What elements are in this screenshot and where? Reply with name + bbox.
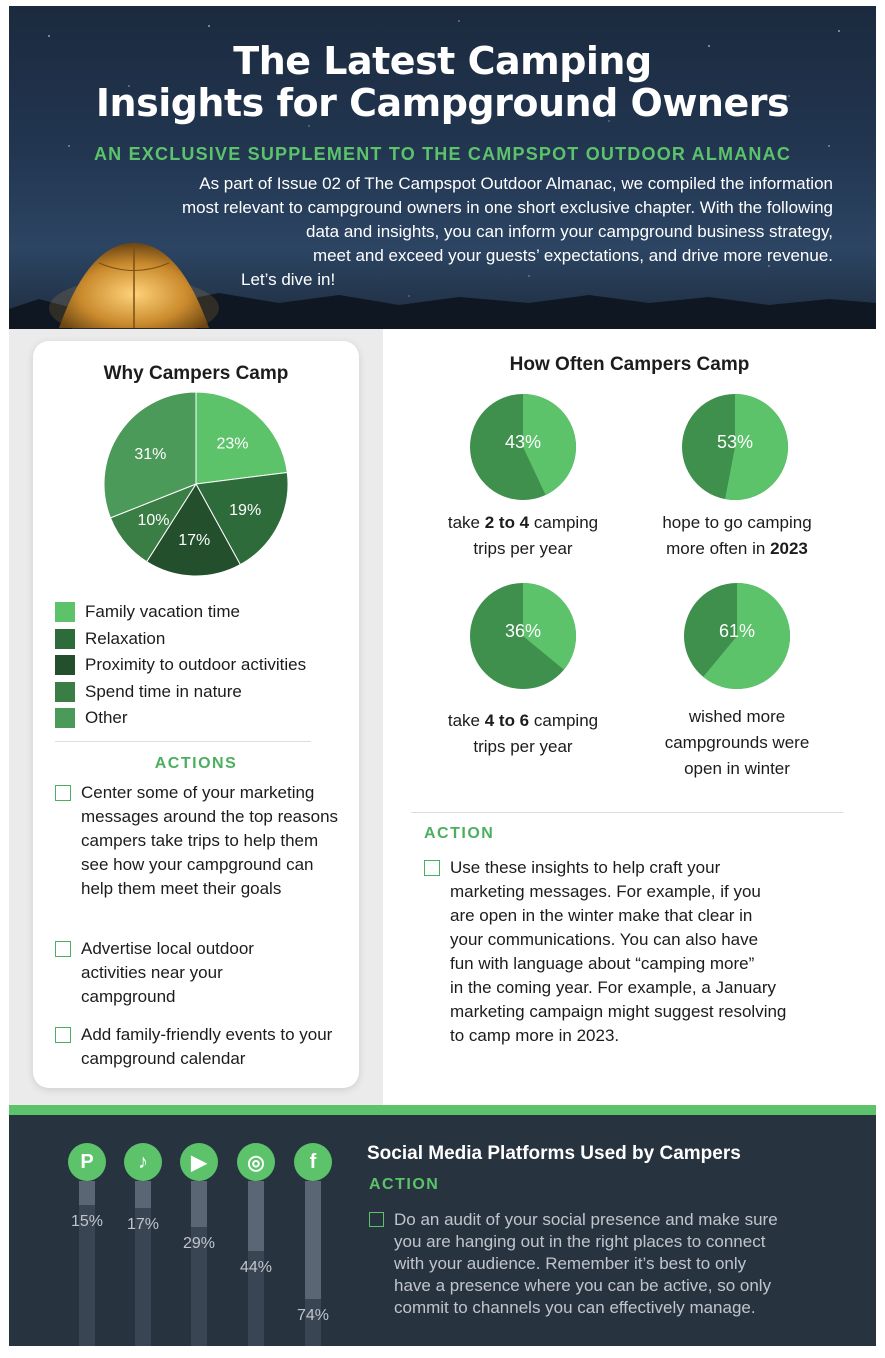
legend-swatch	[55, 602, 75, 623]
social-bar-label: 44%	[239, 1259, 273, 1277]
mini-pie-chart: 43%	[470, 394, 576, 500]
checkbox-icon[interactable]	[369, 1212, 384, 1227]
social-bar	[191, 1181, 207, 1228]
checkbox-icon[interactable]	[55, 1027, 71, 1043]
pie-slice	[195, 391, 288, 485]
social-bar	[248, 1181, 264, 1252]
header-banner: The Latest Camping Insights for Campgrou…	[9, 6, 876, 329]
how-action-heading: ACTION	[424, 825, 495, 842]
social-bar-track	[79, 1181, 95, 1346]
social-bar	[79, 1181, 95, 1205]
pinterest-icon[interactable]: P	[68, 1143, 106, 1181]
action-item: Do an audit of your social presence and …	[369, 1209, 849, 1319]
checkbox-icon[interactable]	[55, 941, 71, 957]
action-item: Use these insights to help craft your ma…	[424, 856, 854, 1048]
page-title: The Latest Camping Insights for Campgrou…	[95, 39, 790, 125]
pie-slice	[146, 483, 242, 577]
pie-slice	[703, 583, 790, 689]
why-campers-camp-card: Why Campers Camp 23% 19% 17% 10% 31% Family …	[33, 341, 359, 1088]
pie-value-label: 61%	[719, 621, 755, 641]
legend-item: Spend time in nature	[55, 679, 306, 706]
legend-item: Other	[55, 705, 306, 732]
action-item: Center some of your marketing messages a…	[55, 781, 345, 901]
infographic: The Latest Camping Insights for Campgrou…	[9, 6, 876, 1346]
legend-label: Spend time in nature	[85, 681, 242, 701]
legend-swatch	[55, 655, 75, 676]
mini-pie-chart: 36%	[470, 583, 576, 689]
pie-slice-label: 10%	[137, 512, 169, 529]
legend-item: Proximity to outdoor activities	[55, 652, 306, 679]
why-title: Why Campers Camp	[103, 363, 289, 384]
right-divider	[411, 812, 843, 813]
instagram-icon[interactable]: ◎	[237, 1143, 275, 1181]
social-bar-track	[248, 1181, 264, 1346]
legend-swatch	[55, 708, 75, 729]
why-legend: Family vacation time Relaxation Proximity …	[55, 599, 306, 732]
mini-pie-chart: 61%	[684, 583, 790, 689]
night-sky	[48, 20, 840, 297]
checkbox-icon[interactable]	[424, 860, 440, 876]
social-bar-track	[135, 1181, 151, 1346]
checkbox-icon[interactable]	[55, 785, 71, 801]
youtube-icon[interactable]: ▶	[180, 1143, 218, 1181]
social-bar-label: 29%	[182, 1235, 216, 1253]
pie-slice-label: 31%	[134, 446, 166, 463]
pie-value-label: 36%	[505, 621, 541, 641]
legend-item: Family vacation time	[55, 599, 306, 626]
mini-pie-chart: 53%	[682, 394, 788, 500]
social-title: Social Media Platforms Used by Campers	[367, 1143, 741, 1164]
pie-slice	[103, 391, 197, 519]
legend-label: Proximity to outdoor activities	[85, 655, 307, 675]
treeline-silhouette	[9, 293, 876, 329]
intro-text: As part of Issue 02 of The Campspot Outd…	[181, 174, 833, 289]
actions-heading: ACTIONS	[154, 755, 238, 772]
social-bar-track	[305, 1181, 321, 1346]
pie-slice	[195, 471, 289, 566]
pie-value-label: 43%	[505, 432, 541, 452]
tiktok-icon[interactable]: ♪	[124, 1143, 162, 1181]
legend-item: Relaxation	[55, 626, 306, 653]
pie-slice	[725, 394, 788, 500]
social-bar	[305, 1181, 321, 1300]
social-bar	[135, 1181, 151, 1209]
mini-caption: take 2 to 4 camping trips per year	[447, 513, 599, 558]
legend-swatch	[55, 681, 75, 702]
pie-value-label: 53%	[717, 432, 753, 452]
social-bar-track	[191, 1181, 207, 1346]
social-bar-label: 17%	[126, 1216, 160, 1234]
legend-label: Relaxation	[85, 628, 166, 648]
how-title: How Often Campers Camp	[509, 354, 750, 375]
legend-label: Family vacation time	[85, 602, 240, 622]
mini-caption: wished more campgrounds were open in win…	[664, 707, 810, 778]
page-subtitle: AN EXCLUSIVE SUPPLEMENT TO THE CAMPSPOT …	[93, 144, 792, 164]
social-bar-label: 74%	[296, 1307, 330, 1325]
mini-caption: take 4 to 6 camping trips per year	[447, 711, 599, 756]
why-pie-chart: 23% 19% 17% 10% 31%	[103, 391, 289, 577]
pie-slice-label: 17%	[178, 532, 210, 549]
social-bar-label: 15%	[70, 1213, 104, 1230]
action-item: Add family-friendly events to your campg…	[55, 1023, 355, 1071]
card-divider	[55, 741, 311, 742]
pie-slice-label: 23%	[216, 436, 248, 453]
mini-caption: hope to go camping more often in 2023	[662, 513, 812, 558]
legend-swatch	[55, 628, 75, 649]
legend-label: Other	[85, 708, 128, 728]
facebook-icon[interactable]: f	[294, 1143, 332, 1181]
pie-slice	[523, 583, 576, 670]
pie-slice-label: 19%	[229, 502, 261, 519]
pie-slice	[523, 394, 576, 495]
action-item: Advertise local outdoor activities near …	[55, 937, 315, 1009]
green-divider-bar	[9, 1105, 876, 1115]
tent-icon	[49, 243, 219, 329]
social-action-heading: ACTION	[369, 1176, 440, 1193]
